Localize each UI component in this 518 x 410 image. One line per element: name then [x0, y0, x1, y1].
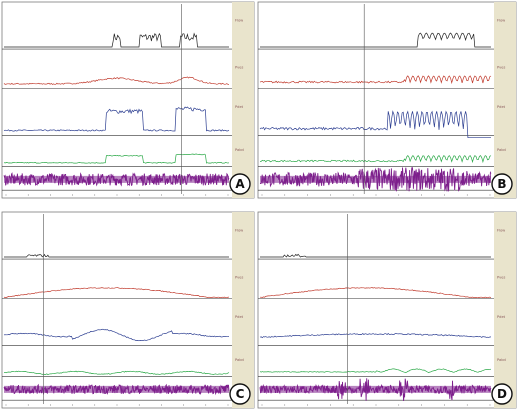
flow-trace [4, 253, 229, 258]
channel-label: Pdet [497, 315, 506, 319]
channel-label: Pdet [497, 105, 506, 109]
pves-trace [259, 75, 492, 85]
channel-label: Pdet [235, 105, 244, 109]
channel-label: Pabd [235, 358, 244, 362]
emg-band [260, 385, 491, 393]
panel-letter: D [497, 387, 507, 401]
channel-label: Pves [235, 66, 244, 70]
panel-c: FlowPvesPdetPabdEMGC [1, 211, 255, 409]
channel-label: Pabd [497, 148, 506, 152]
channel-label: Flow [235, 229, 243, 233]
channel-label: Flow [497, 229, 505, 233]
panel-d: FlowPvesPdetPabdEMGD [257, 211, 517, 409]
panel-letter: B [497, 177, 506, 191]
pdet-trace [259, 110, 491, 139]
channel-label: Pves [497, 276, 506, 280]
panel-letter-badge [229, 173, 251, 195]
channel-label: Pves [235, 276, 244, 280]
panel-a: FlowPvesPdetPabdEMGA [1, 1, 255, 199]
panel-letter: A [235, 177, 245, 191]
pdet-trace [259, 333, 492, 339]
channel-label: Pves [497, 66, 506, 70]
pves-trace [3, 76, 230, 85]
flow-trace [260, 253, 491, 258]
pabd-trace [3, 370, 230, 375]
emg-band [4, 385, 229, 393]
pabd-trace [260, 155, 492, 164]
flow-trace [4, 32, 229, 48]
panel-b: FlowPvesPdetPabdEMGB [257, 1, 517, 199]
panel-letter-badge [491, 383, 513, 405]
channel-sidebar [232, 212, 254, 408]
emg-band [4, 175, 229, 183]
channel-label: Flow [497, 19, 505, 23]
channel-sidebar [232, 2, 254, 198]
channel-sidebar [494, 212, 516, 408]
channel-label: Pdet [235, 315, 244, 319]
pves-trace [260, 287, 492, 299]
panel-frame [257, 1, 517, 199]
panel-frame [1, 211, 255, 409]
pdet-trace [3, 328, 230, 342]
panel-letter-badge [229, 383, 251, 405]
pdet-trace [3, 106, 230, 132]
panel-letter: C [236, 387, 245, 401]
channel-label: Pabd [497, 358, 506, 362]
pabd-trace [259, 368, 492, 373]
emg-band [260, 175, 491, 183]
channel-label: Pabd [235, 148, 244, 152]
panel-letter-badge [491, 173, 513, 195]
panel-frame [1, 1, 255, 199]
channel-label: Flow [235, 19, 243, 23]
flow-trace [260, 32, 491, 48]
panel-frame [257, 211, 517, 409]
pves-trace [3, 287, 230, 299]
pabd-trace [3, 153, 230, 164]
channel-sidebar [494, 2, 516, 198]
